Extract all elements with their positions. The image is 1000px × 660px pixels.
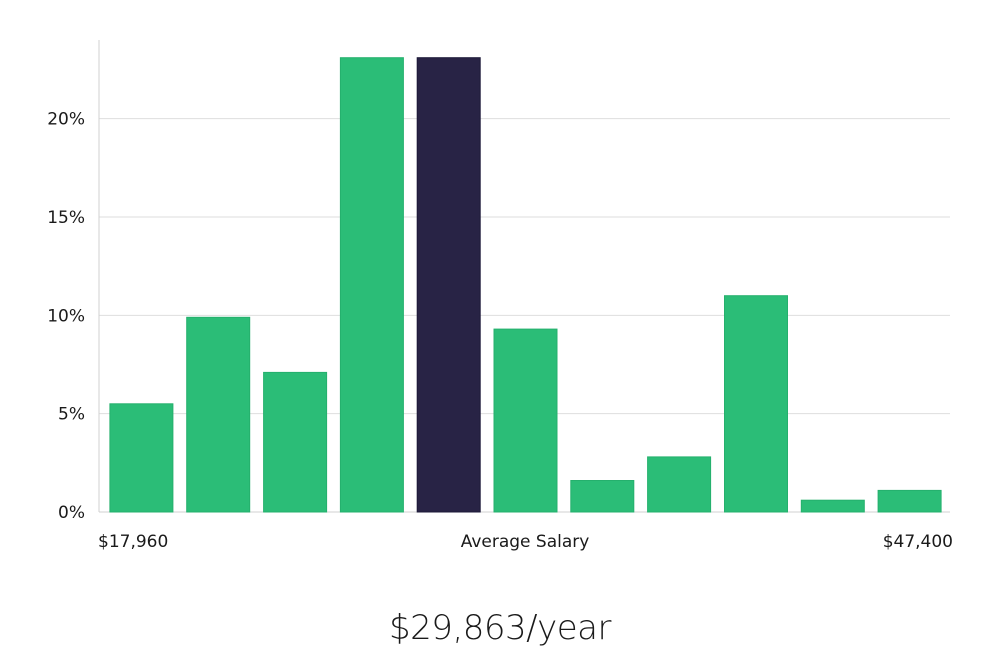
bar	[647, 456, 712, 513]
average-salary-value: $29,863/year	[389, 608, 611, 648]
bar	[570, 480, 635, 513]
y-tick-label: 5%	[58, 405, 85, 425]
bar	[339, 57, 404, 513]
x-label-average: Average Salary	[461, 532, 590, 552]
y-tick-label: 10%	[47, 306, 85, 326]
bar	[493, 328, 558, 513]
bar	[263, 371, 328, 513]
bars	[109, 57, 942, 513]
bar	[186, 316, 251, 513]
y-tick-label: 0%	[58, 503, 85, 523]
bar	[724, 295, 788, 513]
bar	[800, 499, 865, 513]
salary-histogram: 0% 5% 10% 15% 20% $17,960 Average Salary $47…	[47, 40, 953, 552]
x-label-max: $47,400	[883, 532, 953, 552]
x-label-min: $17,960	[98, 532, 168, 552]
bar-average-salary	[416, 57, 481, 513]
y-tick-labels: 0% 5% 10% 15% 20%	[47, 110, 85, 523]
bar	[109, 403, 174, 513]
y-tick-label: 15%	[47, 208, 85, 228]
bar	[877, 489, 942, 513]
y-tick-label: 20%	[47, 110, 85, 130]
